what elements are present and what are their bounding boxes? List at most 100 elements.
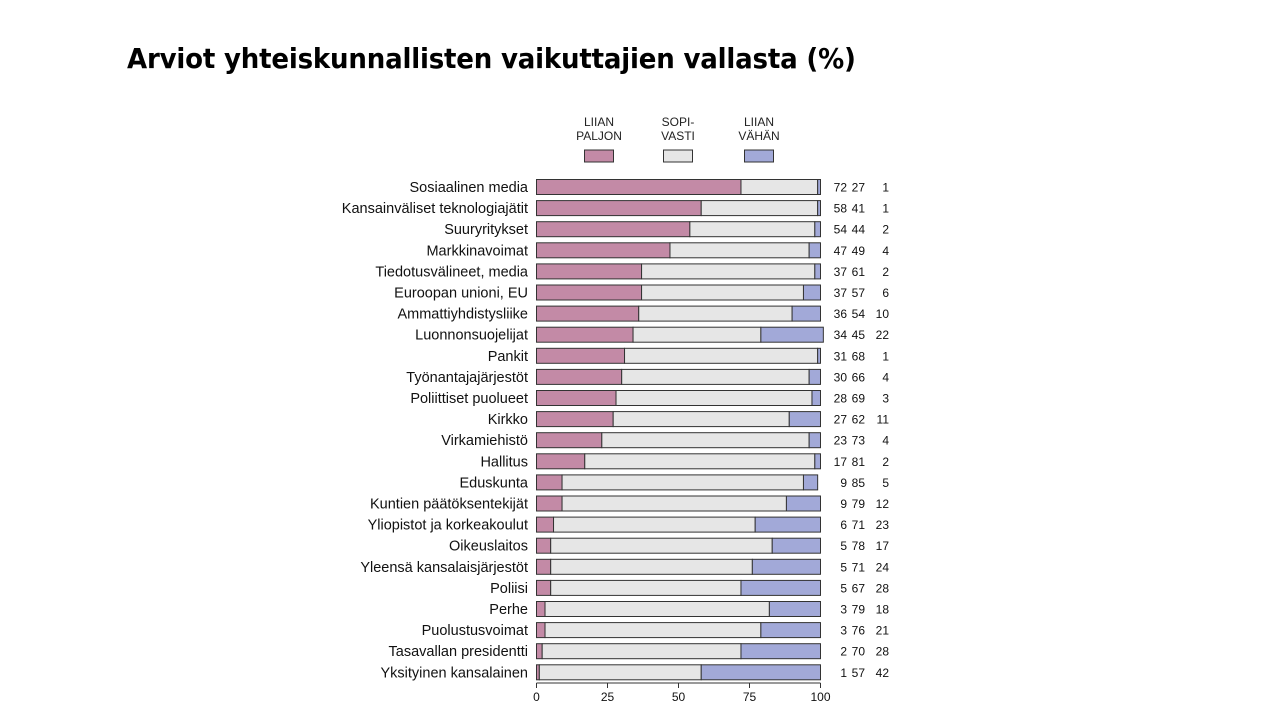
bar-segment-liian-vahan bbox=[808, 432, 822, 449]
value-label-liian-paljon: 3 bbox=[840, 624, 847, 638]
bar-segment-liian-paljon bbox=[536, 347, 626, 364]
bar-segment-sopivasti bbox=[544, 622, 762, 639]
bar-segment-sopivasti bbox=[624, 347, 819, 364]
value-label-liian-paljon: 58 bbox=[834, 202, 848, 216]
value-label-sopivasti: 81 bbox=[852, 455, 866, 469]
legend-label: SOPI- bbox=[662, 115, 695, 129]
value-label-liian-paljon: 1 bbox=[840, 666, 847, 680]
value-label-liian-paljon: 23 bbox=[834, 434, 848, 448]
bar-segment-sopivasti bbox=[669, 242, 810, 259]
bar-segment-sopivasti bbox=[621, 368, 810, 385]
bar-segment-liian-vahan bbox=[811, 390, 821, 406]
bar-segment-liian-vahan bbox=[760, 622, 821, 639]
value-label-sopivasti: 68 bbox=[852, 349, 866, 363]
category-label: Virkamiehistö bbox=[441, 433, 528, 449]
category-label: Perhe bbox=[489, 602, 528, 618]
category-label: Markkinavoimat bbox=[426, 243, 528, 259]
category-label: Luonnonsuojelijat bbox=[415, 328, 528, 344]
bar-segment-sopivasti bbox=[638, 305, 793, 322]
category-label: Kirkko bbox=[488, 412, 528, 428]
value-label-sopivasti: 70 bbox=[852, 645, 866, 659]
category-label: Yksityinen kansalainen bbox=[380, 665, 528, 681]
category-label: Ammattiyhdistysliike bbox=[397, 307, 528, 323]
bar-segment-liian-paljon bbox=[536, 368, 623, 385]
bar-segment-sopivasti bbox=[740, 179, 819, 195]
value-label-liian-paljon: 30 bbox=[834, 370, 848, 384]
value-label-liian-vahan: 28 bbox=[876, 581, 890, 595]
value-label-liian-vahan: 4 bbox=[882, 434, 889, 448]
bar-segment-sopivasti bbox=[615, 390, 813, 406]
x-axis: 0 25 50 75 100 bbox=[533, 682, 831, 704]
category-label: Yliopistot ja korkeakoulut bbox=[368, 518, 528, 534]
value-label-liian-vahan: 2 bbox=[882, 223, 889, 237]
bar-segment-liian-paljon bbox=[536, 579, 552, 596]
bar-segment-liian-paljon bbox=[536, 432, 603, 449]
bar-segment-liian-paljon bbox=[536, 305, 640, 322]
bar-segment-liian-vahan bbox=[817, 347, 821, 364]
bar-segment-liian-paljon bbox=[536, 284, 643, 301]
category-label: Puolustusvoimat bbox=[422, 623, 528, 639]
bar-segment-sopivasti bbox=[541, 643, 742, 660]
value-label-liian-vahan: 28 bbox=[876, 645, 890, 659]
value-label-sopivasti: 61 bbox=[852, 265, 866, 279]
legend-label: LIIAN bbox=[584, 115, 614, 129]
bar-segment-sopivasti bbox=[553, 516, 756, 533]
bar-segment-sopivasti bbox=[700, 200, 819, 217]
value-label-liian-paljon: 47 bbox=[834, 244, 848, 258]
bar-segment-liian-vahan bbox=[760, 326, 824, 343]
category-label: Suuryritykset bbox=[444, 222, 528, 238]
value-label-sopivasti: 62 bbox=[852, 413, 866, 427]
bar-segment-sopivasti bbox=[584, 453, 816, 470]
bar-segment-sopivasti bbox=[544, 601, 770, 617]
value-label-liian-paljon: 9 bbox=[840, 497, 847, 511]
bar-segment-liian-vahan bbox=[740, 579, 821, 596]
value-label-sopivasti: 71 bbox=[852, 518, 866, 532]
value-label-sopivasti: 78 bbox=[852, 539, 866, 553]
bar-segment-sopivasti bbox=[550, 537, 773, 554]
bar-segment-liian-vahan bbox=[740, 643, 821, 660]
value-label-liian-vahan: 17 bbox=[876, 539, 890, 553]
bar-segment-liian-paljon bbox=[536, 601, 546, 617]
bar-segment-liian-vahan bbox=[802, 284, 822, 301]
value-label-liian-paljon: 3 bbox=[840, 603, 847, 617]
value-label-liian-vahan: 4 bbox=[882, 370, 889, 384]
category-label: Tiedotusvälineet, media bbox=[375, 264, 529, 280]
bar-segment-liian-paljon bbox=[536, 326, 634, 343]
value-label-liian-paljon: 28 bbox=[834, 392, 848, 406]
bar-segment-sopivasti bbox=[538, 664, 702, 681]
value-label-sopivasti: 49 bbox=[852, 244, 866, 258]
value-label-sopivasti: 76 bbox=[852, 624, 866, 638]
bar-segment-liian-paljon bbox=[536, 622, 546, 639]
bar-segment-liian-paljon bbox=[536, 263, 643, 280]
bar-segment-liian-paljon bbox=[536, 179, 742, 195]
x-tick-label: 100 bbox=[810, 690, 830, 704]
value-label-liian-paljon: 54 bbox=[834, 223, 848, 237]
value-label-sopivasti: 69 bbox=[852, 392, 866, 406]
value-label-liian-vahan: 2 bbox=[882, 455, 889, 469]
bar-segment-sopivasti bbox=[601, 432, 810, 449]
category-label: Poliittiset puolueet bbox=[410, 391, 528, 407]
bar-segment-liian-paljon bbox=[536, 495, 563, 512]
value-label-sopivasti: 54 bbox=[852, 307, 866, 321]
value-label-liian-vahan: 5 bbox=[882, 476, 889, 490]
category-label: Kuntien päätöksentekijät bbox=[370, 497, 528, 513]
bar-segment-sopivasti bbox=[689, 221, 816, 238]
bar-segment-liian-paljon bbox=[536, 537, 552, 554]
value-label-liian-vahan: 1 bbox=[882, 181, 889, 195]
chart-bars bbox=[536, 179, 824, 681]
category-label: Oikeuslaitos bbox=[449, 539, 528, 555]
bar-segment-liian-vahan bbox=[788, 411, 822, 428]
value-label-liian-vahan: 6 bbox=[882, 286, 889, 300]
bar-segment-liian-vahan bbox=[791, 305, 821, 322]
category-label: Sosiaalinen media bbox=[410, 180, 529, 196]
category-label: Kansainväliset teknologiajätit bbox=[342, 201, 528, 217]
value-label-sopivasti: 73 bbox=[852, 434, 866, 448]
value-label-sopivasti: 57 bbox=[852, 286, 866, 300]
bar-segment-liian-paljon bbox=[536, 453, 586, 470]
bar-segment-liian-paljon bbox=[536, 242, 671, 259]
legend-label: PALJON bbox=[576, 129, 622, 143]
value-label-sopivasti: 45 bbox=[852, 328, 866, 342]
category-label: Pankit bbox=[488, 349, 528, 365]
value-label-liian-vahan: 2 bbox=[882, 265, 889, 279]
